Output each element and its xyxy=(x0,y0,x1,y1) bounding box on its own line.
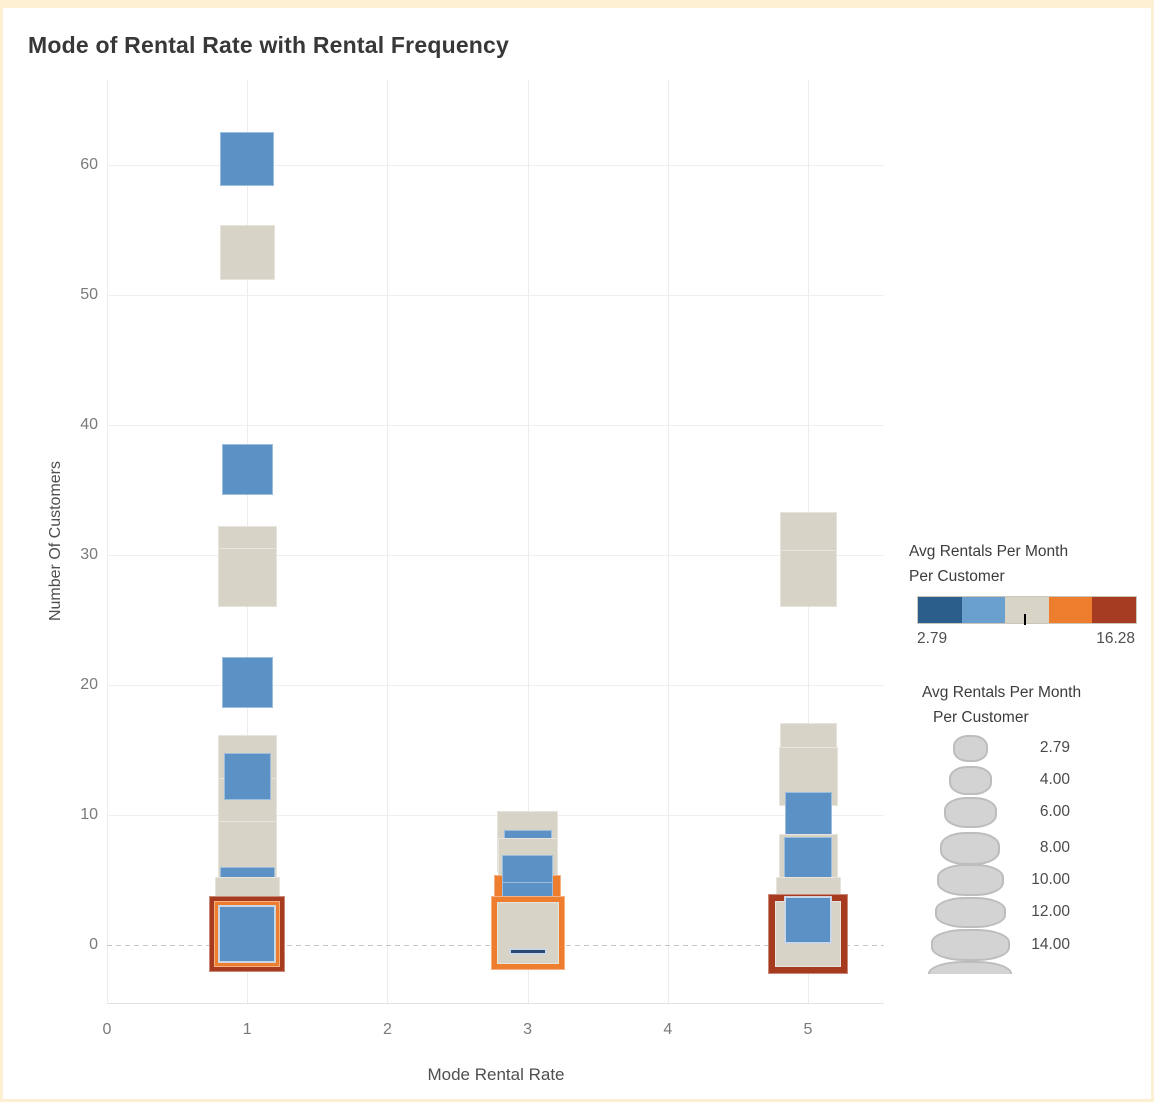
y-axis-title: Number Of Customers xyxy=(47,460,64,622)
size-legend-shape[interactable] xyxy=(934,896,1006,928)
x-tick-label: 4 xyxy=(663,1021,673,1038)
mark[interactable] xyxy=(219,224,275,280)
x-gridline xyxy=(107,80,108,1003)
color-ramp-midpoint-tick xyxy=(1024,614,1026,625)
mark[interactable] xyxy=(220,131,275,186)
size-legend-shape[interactable] xyxy=(952,734,988,762)
mark[interactable] xyxy=(784,836,832,885)
color-ramp-segment xyxy=(918,597,962,623)
x-tick-label: 1 xyxy=(242,1021,252,1038)
x-tick-label: 3 xyxy=(523,1021,533,1038)
x-gridline xyxy=(387,80,389,1003)
size-legend-shape[interactable] xyxy=(930,929,1010,961)
y-tick-label: 50 xyxy=(80,286,98,303)
y-tick-label: 30 xyxy=(80,546,98,563)
x-axis-line xyxy=(107,1003,884,1004)
size-legend-shape[interactable] xyxy=(943,796,997,828)
color-legend-ramp[interactable] xyxy=(917,596,1137,624)
size-legend-shape[interactable] xyxy=(928,961,1012,974)
mark[interactable] xyxy=(218,904,277,963)
mark[interactable] xyxy=(784,791,832,839)
color-ramp-segment xyxy=(1092,597,1136,623)
color-legend-title: Avg Rentals Per Month Per Customer xyxy=(909,543,1069,585)
y-tick-label: 10 xyxy=(80,806,98,823)
size-legend-label: 10.00 xyxy=(1031,871,1070,888)
y-tick-label: 40 xyxy=(80,416,98,433)
mark[interactable] xyxy=(779,549,837,607)
size-legend-label: 14.00 xyxy=(1031,936,1070,953)
y-gridline xyxy=(107,815,884,816)
x-tick-label: 2 xyxy=(382,1021,392,1038)
mark[interactable] xyxy=(217,547,277,607)
y-tick-label: 20 xyxy=(80,676,98,693)
x-tick-label: 0 xyxy=(102,1021,112,1038)
y-tick-label: 0 xyxy=(89,936,98,953)
size-legend[interactable]: 2.79 4.00 6.00 8.00 10.00 12.00 14.00 xyxy=(903,728,1143,974)
mark[interactable] xyxy=(221,656,273,708)
size-legend-label: 2.79 xyxy=(1039,739,1070,756)
color-legend-min: 2.79 xyxy=(917,630,948,647)
size-legend-shape[interactable] xyxy=(940,831,1000,865)
mark[interactable] xyxy=(223,752,271,800)
size-legend-label: 4.00 xyxy=(1039,771,1070,788)
size-legend-label: 6.00 xyxy=(1039,803,1070,820)
color-ramp-segment xyxy=(961,597,1006,623)
mark[interactable] xyxy=(784,896,832,945)
y-gridline xyxy=(107,685,884,686)
mark[interactable] xyxy=(221,443,273,495)
y-tick-label: 60 xyxy=(80,156,98,173)
x-gridline xyxy=(527,80,529,1003)
y-gridline xyxy=(107,425,884,426)
size-legend-label: 12.00 xyxy=(1031,903,1070,920)
y-gridline xyxy=(107,295,884,296)
mark[interactable] xyxy=(508,948,547,955)
page-title: Mode of Rental Rate with Rental Frequenc… xyxy=(28,32,510,58)
y-gridline xyxy=(107,555,884,556)
color-legend-max: 16.28 xyxy=(1096,630,1135,647)
size-legend-label: 8.00 xyxy=(1039,839,1070,856)
x-tick-label: 5 xyxy=(803,1021,813,1038)
size-legend-shape[interactable] xyxy=(948,765,992,795)
color-ramp-segment xyxy=(1048,597,1093,623)
color-ramp-segment xyxy=(1005,597,1049,623)
x-axis-title: Mode Rental Rate xyxy=(427,1065,565,1084)
y-gridline xyxy=(107,165,884,166)
size-legend-shape[interactable] xyxy=(936,864,1004,896)
size-legend-title: Avg Rentals Per Month Per Customer xyxy=(922,684,1082,726)
x-gridline xyxy=(667,80,669,1003)
